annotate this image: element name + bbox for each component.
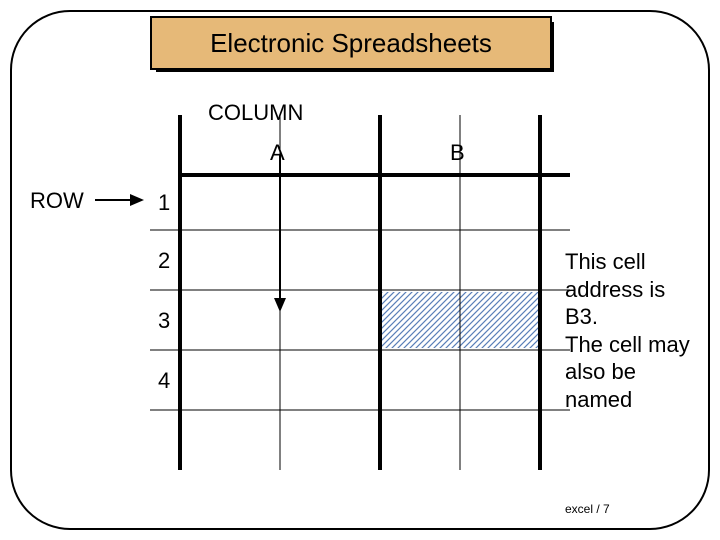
- annotation-line1: This cell: [565, 248, 715, 276]
- annotation-line3: B3.: [565, 303, 715, 331]
- footer-text: excel / 7: [565, 502, 610, 516]
- annotation-line4: The cell may: [565, 331, 715, 359]
- annotation-line6: named: [565, 386, 715, 414]
- annotation-line5: also be: [565, 358, 715, 386]
- annotation-line2: address is: [565, 276, 715, 304]
- cell-annotation: This cell address is B3. The cell may al…: [565, 248, 715, 413]
